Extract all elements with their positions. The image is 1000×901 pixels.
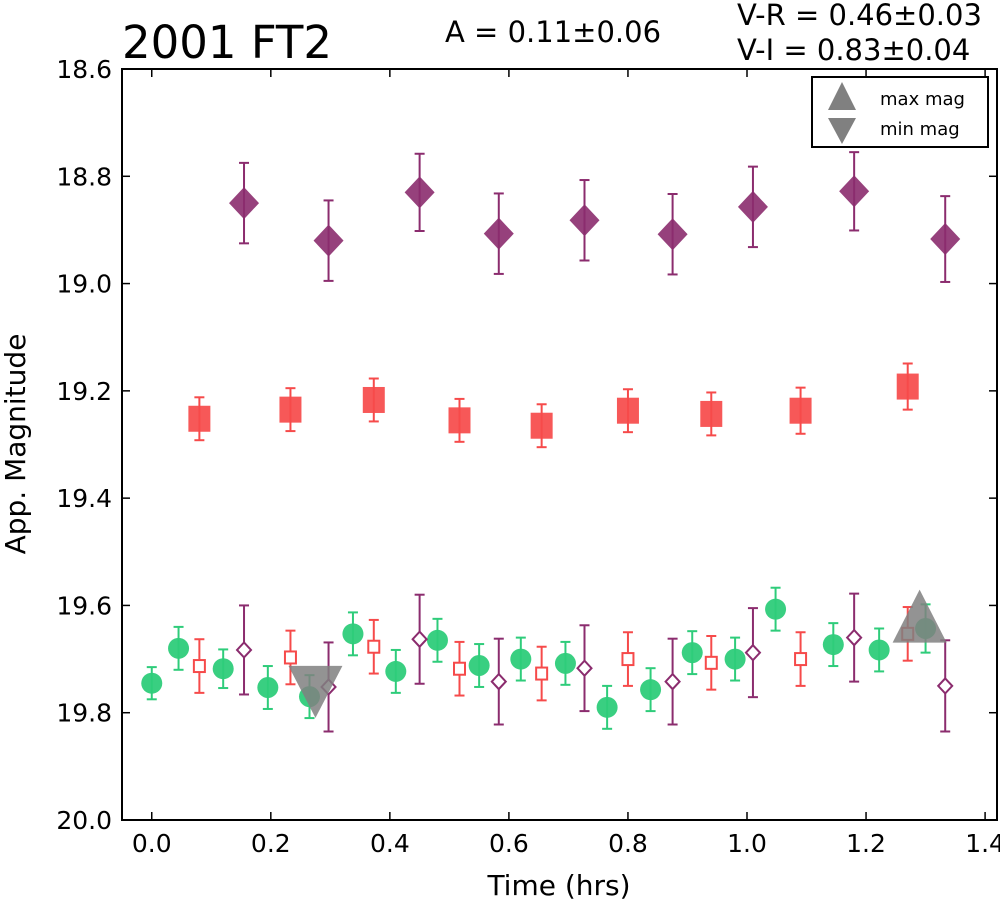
data-point-open-diamond — [235, 640, 253, 659]
data-point-open-square — [535, 666, 549, 681]
data-point-circle — [468, 655, 490, 677]
data-point-open-square — [192, 659, 206, 674]
data-point-open-diamond — [411, 630, 428, 649]
min-mag-marker — [288, 665, 343, 718]
data-point-open-square — [367, 639, 381, 654]
data-point-diamond — [404, 176, 435, 209]
data-point-diamond — [313, 224, 344, 257]
data-point-circle — [141, 672, 163, 694]
data-point-open-diamond — [744, 643, 762, 662]
data-point-square — [616, 397, 639, 424]
data-point-diamond — [569, 204, 600, 237]
data-point-square — [188, 405, 211, 432]
data-point-open-diamond — [936, 676, 954, 695]
x-tick-label: 0.4 — [370, 829, 410, 858]
y-tick-label: 19.6 — [56, 591, 112, 620]
data-point-circle — [765, 598, 787, 620]
data-point-open-square — [704, 655, 718, 670]
v-i-color-annotation: V-I = 0.83±0.04 — [737, 33, 970, 67]
data-point-diamond — [657, 218, 688, 251]
data-point-circle — [596, 696, 618, 718]
x-tick-label: 0.2 — [251, 829, 291, 858]
max-mag-marker — [892, 589, 947, 643]
data-point-circle — [822, 634, 844, 656]
data-point-circle — [510, 648, 532, 670]
x-tick-label: 1.2 — [846, 829, 886, 858]
axes-layer: 0.0 0.2 0.4 0.6 0.8 1.0 1.2 1.4 18.6 18.8 19.0 19.2… — [56, 55, 1000, 858]
y-tick-label: 18.8 — [56, 162, 112, 191]
x-tick-label: 1.4 — [965, 829, 1000, 858]
data-point-open-square — [621, 652, 635, 667]
data-layer — [141, 151, 961, 733]
triangle-up-icon — [828, 82, 856, 110]
y-tick-label: 18.6 — [56, 55, 112, 84]
data-point-square — [530, 412, 553, 439]
data-point-circle — [212, 658, 234, 680]
y-axis-label: App. Magnitude — [0, 334, 32, 555]
data-point-square — [279, 396, 302, 423]
x-tick-label: 0.6 — [489, 829, 529, 858]
data-point-circle — [868, 639, 890, 661]
data-point-square — [448, 407, 471, 434]
chart-title: 2001 FT2 — [122, 16, 332, 69]
data-point-open-diamond — [845, 628, 863, 647]
data-point-circle — [724, 648, 746, 670]
legend: max mag min mag — [811, 76, 989, 148]
x-tick-label: 1.0 — [727, 829, 767, 858]
data-point-circle — [426, 629, 448, 651]
data-point-open-diamond — [490, 672, 508, 691]
data-point-square — [700, 400, 723, 427]
y-tick-label: 19.8 — [56, 699, 112, 728]
series-diamond-filled — [229, 151, 961, 283]
x-axis-label: Time (hrs) — [486, 869, 630, 901]
triangle-down-icon — [828, 118, 856, 144]
y-tick-label: 19.0 — [56, 270, 112, 299]
data-point-circle — [554, 652, 576, 674]
y-tick-label: 19.2 — [56, 377, 112, 406]
y-tick-label: 20.0 — [56, 806, 112, 835]
amplitude-annotation: A = 0.11±0.06 — [445, 15, 661, 49]
data-point-square — [789, 397, 812, 424]
data-point-circle — [385, 660, 407, 682]
x-tick-label: 0.0 — [132, 829, 172, 858]
y-tick-label: 19.4 — [56, 484, 112, 513]
x-tick-label: 0.8 — [608, 829, 648, 858]
data-point-circle — [342, 623, 364, 645]
data-point-open-diamond — [576, 659, 593, 678]
data-point-circle — [681, 642, 703, 664]
data-point-open-diamond — [664, 672, 681, 691]
data-point-diamond — [229, 187, 260, 220]
series-square-filled — [188, 362, 919, 449]
data-point-open-square — [794, 652, 808, 667]
legend-label: max mag — [880, 89, 965, 110]
legend-label: min mag — [880, 119, 960, 140]
data-point-circle — [640, 679, 662, 701]
data-point-diamond — [839, 175, 870, 208]
data-point-open-square — [453, 661, 466, 676]
v-r-color-annotation: V-R = 0.46±0.03 — [737, 0, 982, 32]
data-point-diamond — [737, 190, 768, 223]
data-point-circle — [168, 637, 190, 659]
data-point-diamond — [483, 217, 514, 250]
data-point-square — [362, 386, 385, 413]
data-point-open-square — [283, 650, 297, 665]
data-point-circle — [257, 677, 279, 699]
data-point-square — [896, 373, 919, 400]
data-point-diamond — [930, 223, 961, 256]
plot-frame — [121, 68, 998, 821]
